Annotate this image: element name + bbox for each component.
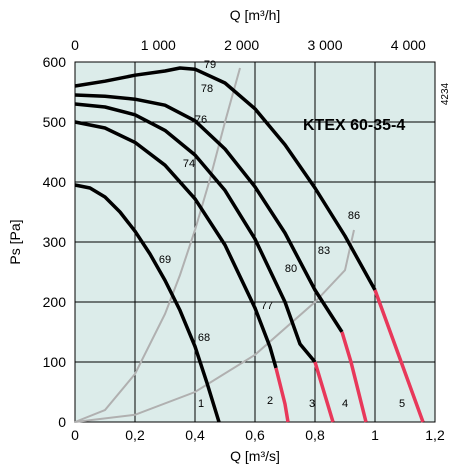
x2-axis-title: Q [m³/h]	[230, 7, 281, 23]
efficiency-label: 80	[285, 263, 297, 275]
fan-curve-tail-5	[373, 289, 425, 423]
efficiency-label: 69	[159, 254, 171, 266]
efficiency-label: 83	[318, 245, 330, 257]
y-tick-label: 400	[43, 174, 67, 190]
curve-labels: 79 78 76 74 69 68 77 80 83 86 1 2 3 4 5	[159, 59, 405, 410]
fan-curve-tail-4	[340, 331, 368, 423]
x2-tick-label: 1 000	[141, 37, 176, 53]
fan-curve-5	[74, 66, 377, 291]
x2-tick-label: 3 000	[307, 37, 342, 53]
system-curve-2	[74, 229, 355, 423]
x-tick-label: 0,8	[305, 427, 325, 443]
x-tick-label: 1,2	[425, 427, 445, 443]
y-axis-title: Ps [Pa]	[7, 219, 23, 264]
chart-title: KTEX 60-35-4	[303, 117, 405, 134]
x2-tick-label: 0	[71, 37, 79, 53]
system-curves	[74, 67, 355, 423]
speed-label: 3	[309, 398, 315, 410]
y-tick-label: 600	[43, 54, 67, 70]
fan-curve-2	[74, 120, 278, 369]
plot-frame	[74, 61, 436, 423]
speed-label: 4	[342, 398, 348, 410]
efficiency-label: 78	[201, 83, 213, 95]
fan-curve-4	[74, 93, 344, 333]
x2-tick-label: 4 000	[391, 37, 426, 53]
fan-curve-1	[74, 183, 221, 423]
y-tick-label: 200	[43, 294, 67, 310]
x-axis-title: Q [m³/s]	[230, 448, 280, 464]
tick-labels: 0 0,2 0,4 0,6 0,8 1 1,2 0 1 000 2 000 3 000 4 000 0 1…	[43, 37, 445, 443]
efficiency-label: 74	[183, 158, 195, 170]
chart-code: 4234	[440, 82, 451, 105]
system-curve-1	[74, 67, 241, 423]
y-tick-label: 0	[58, 414, 66, 430]
speed-label: 5	[399, 398, 405, 410]
efficiency-label: 77	[261, 300, 273, 312]
fan-curve-tail-2	[274, 367, 290, 423]
speed-label: 2	[267, 395, 273, 407]
x-tick-label: 0,4	[185, 427, 205, 443]
x2-tick-label: 2 000	[224, 37, 259, 53]
fan-curves	[74, 66, 425, 423]
speed-label: 1	[198, 398, 204, 410]
x-tick-label: 0,6	[245, 427, 265, 443]
efficiency-label: 86	[348, 210, 360, 222]
x-tick-label: 1	[371, 427, 379, 443]
fan-curve-3	[74, 102, 317, 364]
x-tick-label: 0	[71, 427, 79, 443]
y-tick-label: 500	[43, 114, 67, 130]
efficiency-label: 79	[204, 59, 216, 71]
y-tick-label: 100	[43, 354, 67, 370]
efficiency-label: 68	[198, 332, 210, 344]
x-tick-label: 0,2	[125, 427, 145, 443]
efficiency-label: 76	[195, 114, 207, 126]
y-tick-label: 300	[43, 234, 67, 250]
fan-curve-tail-3	[313, 361, 335, 423]
